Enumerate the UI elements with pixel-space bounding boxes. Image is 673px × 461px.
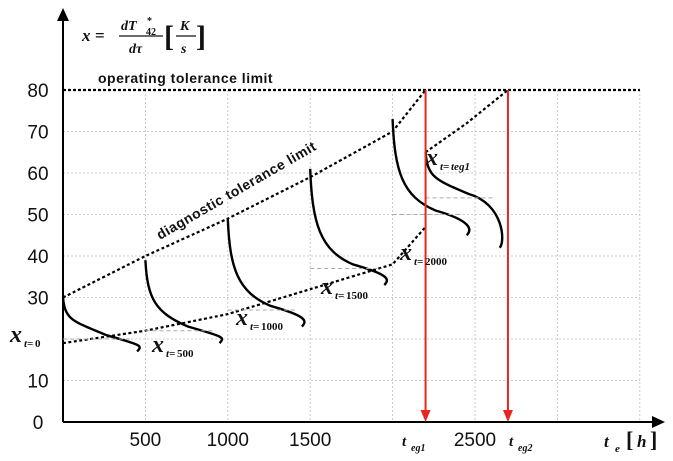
formula-num-sub: 42 xyxy=(146,27,156,38)
formula-unit-den: s xyxy=(180,42,187,57)
formula-den: dτ xyxy=(129,42,143,57)
svg-text:1500: 1500 xyxy=(346,290,369,302)
x-axis-label: t e [ h ] xyxy=(604,427,657,455)
teg1-label: t eg1 xyxy=(402,434,425,454)
formula-num-sup: * xyxy=(147,16,152,27)
svg-text:x: x xyxy=(399,240,412,266)
svg-text:t=: t= xyxy=(440,161,449,173)
formula-eq: = xyxy=(95,26,105,45)
svg-text:t=: t= xyxy=(250,321,259,333)
bracket-left: [ xyxy=(164,20,174,53)
distribution-curve xyxy=(424,152,504,249)
bracket-right: ] xyxy=(196,20,206,53)
y-tick-label: 0 xyxy=(33,413,44,434)
y-tick-label: 50 xyxy=(27,206,48,227)
axes xyxy=(57,8,665,428)
distribution-curve xyxy=(61,297,141,353)
distribution-curve xyxy=(226,218,306,328)
teg1-arrowhead xyxy=(420,410,431,422)
upper-trend-line xyxy=(62,89,427,299)
svg-text:2000: 2000 xyxy=(425,256,448,268)
y-axis-formula: x = dT * 42 dτ [ K s ] xyxy=(81,16,206,57)
distribution-curve xyxy=(391,119,471,237)
x-axis-letter: t xyxy=(604,432,610,451)
svg-text:[: [ xyxy=(626,427,633,452)
svg-text:eg1: eg1 xyxy=(411,443,425,454)
svg-text:x: x xyxy=(151,332,164,358)
formula-lhs: x xyxy=(81,26,91,45)
teg2-arrowhead xyxy=(502,410,513,422)
distribution-curve xyxy=(144,260,224,344)
xt-label-teg1: x t= teg1 xyxy=(425,145,470,173)
grid xyxy=(63,90,641,422)
svg-text:1000: 1000 xyxy=(261,321,284,333)
svg-text:t=: t= xyxy=(335,290,344,302)
x-axis-unit: h xyxy=(637,432,646,451)
xt-label-500: x t= 500 xyxy=(151,332,194,360)
svg-text:t=: t= xyxy=(414,256,423,268)
x-tick-label: 1000 xyxy=(207,430,249,451)
x-tick-label: 1500 xyxy=(289,430,331,451)
svg-text:]: ] xyxy=(650,427,657,452)
branch-trend-line xyxy=(424,89,509,154)
distributions xyxy=(61,119,504,353)
svg-text:eg2: eg2 xyxy=(518,443,532,454)
end-time-arrows xyxy=(420,90,513,422)
y-axis-arrowhead xyxy=(57,8,69,21)
svg-text:0: 0 xyxy=(35,338,41,350)
y-tick-label: 60 xyxy=(27,164,48,185)
trend-lines xyxy=(62,89,509,345)
y-tick-label: 10 xyxy=(27,372,48,393)
xt-label-1500: x t= 1500 xyxy=(320,274,369,302)
svg-text:t: t xyxy=(402,434,407,450)
y-tick-label: 40 xyxy=(27,247,48,268)
xt-label-1000: x t= 1000 xyxy=(235,305,284,333)
tick-labels: 0 10 30 40 50 60 70 80 500 1000 1500 2500 xyxy=(27,81,496,451)
xt-label-2000: x t= 2000 xyxy=(399,240,448,268)
x-tick-label: 500 xyxy=(130,430,162,451)
svg-text:t=: t= xyxy=(166,348,175,360)
svg-text:x: x xyxy=(9,322,22,348)
svg-text:x: x xyxy=(320,274,333,300)
svg-text:x: x xyxy=(235,305,248,331)
y-tick-label: 30 xyxy=(27,289,48,310)
svg-text:t: t xyxy=(509,434,514,450)
x-axis-arrowhead xyxy=(652,416,665,428)
svg-text:500: 500 xyxy=(177,348,194,360)
formula-num: dT xyxy=(121,19,138,34)
y-tick-label: 70 xyxy=(27,123,48,144)
svg-text:teg1: teg1 xyxy=(451,161,470,173)
formula-unit-num: K xyxy=(179,19,191,34)
teg2-label: t eg2 xyxy=(509,434,532,454)
svg-text:x: x xyxy=(425,145,438,171)
diagnostic-limit-label: diagnostic tolerance limit xyxy=(154,138,319,243)
svg-text:t=: t= xyxy=(24,338,33,350)
operating-limit-label: operating tolerance limit xyxy=(98,70,273,86)
xt-label-0: x t= 0 xyxy=(9,322,41,350)
x-axis-sub: e xyxy=(615,443,620,455)
distribution-curve xyxy=(309,168,389,286)
x-tick-label: 2500 xyxy=(454,430,496,451)
lower-trend-line xyxy=(62,226,427,345)
y-tick-label: 80 xyxy=(27,81,48,102)
